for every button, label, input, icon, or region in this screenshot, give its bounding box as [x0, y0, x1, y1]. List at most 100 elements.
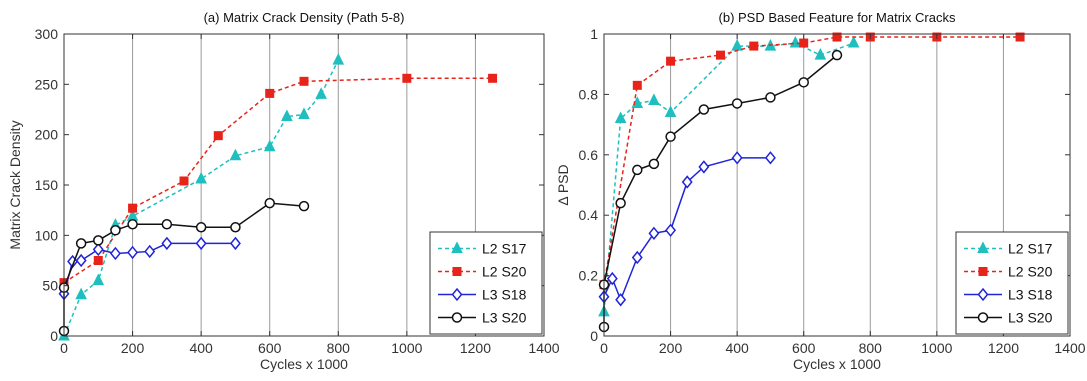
point-b-l2-s17-4	[664, 105, 677, 118]
series-b-l3-s18	[598, 151, 776, 307]
x-tick-label-a-0: 0	[60, 340, 68, 356]
point-a-l3-s20-7	[195, 222, 207, 233]
point-a-l2-s20-6	[299, 76, 309, 86]
y-tick-label-b-0: 0	[590, 328, 598, 344]
legend-label-b-l2-s17: L2 S17	[1008, 241, 1053, 257]
point-a-l3-s20-5	[127, 219, 138, 230]
point-b-l3-s20-7	[731, 98, 743, 109]
y-tick-label-a-0: 0	[50, 328, 58, 344]
point-b-l2-s20-9	[1015, 32, 1025, 42]
point-b-l2-s20-4	[749, 41, 759, 51]
ticks-a: 0 200 400 600 800 1000 1200 1400 0 50 100 150 200 250…	[35, 26, 560, 356]
point-b-l3-s20-6	[698, 104, 710, 115]
y-tick-label-b-0-8: 0.8	[579, 86, 599, 102]
y-tick-label-a-300: 300	[35, 26, 59, 42]
point-a-l3-s18-5	[127, 245, 139, 260]
point-b-l3-s18-7	[698, 160, 710, 174]
y-tick-label-b-0-6: 0.6	[579, 147, 599, 163]
x-axis-label-a: Cycles x 1000	[260, 356, 348, 372]
point-a-l2-s20-2	[128, 203, 138, 213]
legend-label-b-l3-s20: L3 S20	[1008, 310, 1053, 326]
legend-a: L2 S17 L2 S20 L3 S18 L3 S20	[429, 231, 543, 335]
point-b-l3-s18-1	[606, 271, 618, 286]
y-tick-label-a-150: 150	[35, 177, 59, 193]
y-axis-label-b: Δ PSD	[555, 164, 571, 205]
point-a-l3-s18-6	[144, 244, 156, 259]
point-b-l3-s20-9	[798, 77, 809, 88]
series-line-b-l3-s18	[603, 157, 771, 302]
x-tick-label-b-400: 400	[725, 340, 749, 356]
series-line-b-l2-s17	[603, 42, 854, 312]
legend-label-a-l2-s17: L2 S17	[482, 241, 527, 257]
panel-a: (a) Matrix Crack Density (Path 5-8) 0 200…	[7, 10, 560, 372]
x-tick-label-a-600: 600	[258, 340, 282, 356]
legend-marker-b-l3-s20	[977, 312, 989, 323]
point-b-l3-s20-4	[648, 158, 660, 170]
legend-marker-a-l2-s20	[452, 267, 462, 276]
point-b-l3-s18-2	[615, 293, 627, 307]
point-a-l3-s18-8	[195, 236, 207, 251]
point-a-l2-s17-2	[92, 273, 105, 286]
legend-entry-b-l3-s20: L3 S20	[964, 310, 1053, 326]
y-tick-label-b-1: 1	[590, 26, 598, 42]
legend-entry-a-l3-s20: L3 S20	[438, 310, 527, 326]
x-tick-label-a-200: 200	[121, 340, 145, 356]
panel-b: (b) PSD Based Feature for Matrix Cracks …	[555, 10, 1086, 372]
point-b-l2-s17-1	[614, 111, 627, 124]
point-a-l3-s20-4	[110, 225, 121, 236]
y-tick-label-b-0-2: 0.2	[579, 268, 599, 284]
x-tick-label-b-1000: 1000	[921, 340, 952, 356]
point-a-l2-s17-8	[281, 109, 293, 122]
legend-label-a-l3-s18: L3 S18	[482, 287, 527, 303]
point-a-l2-s17-11	[332, 53, 345, 65]
x-tick-label-b-600: 600	[792, 340, 816, 356]
chart-a-title: (a) Matrix Crack Density (Path 5-8)	[204, 10, 405, 25]
point-a-l3-s20-9	[264, 197, 275, 209]
ticks-b: 0 200 400 600 800 1000 1200 1400 0 0.2 0.4 0.6 0.8 1	[579, 26, 1086, 356]
x-tick-label-a-800: 800	[327, 340, 351, 356]
series-b-l2-s20	[599, 32, 1025, 290]
x-tick-label-a-1400: 1400	[528, 340, 559, 356]
y-tick-label-a-100: 100	[35, 227, 59, 243]
point-a-l3-s18-7	[161, 236, 173, 251]
point-b-l2-s20-2	[666, 56, 676, 66]
legend-marker-b-l2-s17	[977, 241, 989, 253]
point-a-l3-s20-10	[298, 200, 310, 212]
point-b-l3-s20-10	[831, 49, 843, 61]
point-b-l2-s20-3	[716, 50, 725, 60]
y-tick-label-a-50: 50	[42, 278, 58, 294]
point-b-l2-s20-1	[632, 80, 642, 90]
x-tick-label-b-0: 0	[600, 340, 608, 356]
point-b-l3-s18-6	[681, 175, 693, 189]
point-b-l3-s18-8	[731, 151, 743, 165]
y-tick-label-b-0-4: 0.4	[579, 207, 599, 223]
x-tick-label-b-200: 200	[659, 340, 683, 356]
point-a-l3-s20-3	[93, 235, 104, 246]
point-a-l2-s20-5	[265, 88, 275, 98]
x-tick-label-a-1000: 1000	[391, 340, 422, 356]
point-a-l3-s18-4	[109, 246, 121, 261]
point-a-l3-s20-6	[161, 219, 173, 230]
legend-entry-a-l2-s20: L2 S20	[438, 264, 527, 280]
y-axis-label-a: Matrix Crack Density	[7, 120, 23, 249]
point-a-l2-s20-8	[488, 73, 498, 83]
series-line-b-l2-s20	[603, 36, 1021, 285]
point-b-l2-s17-3	[648, 93, 660, 105]
y-tick-label-a-200: 200	[35, 127, 59, 143]
legend-entry-a-l2-s17: L2 S17	[438, 241, 527, 257]
x-tick-label-b-1400: 1400	[1054, 340, 1085, 356]
legend-marker-a-l2-s17	[451, 241, 463, 253]
x-tick-label-a-1200: 1200	[460, 340, 491, 356]
point-b-l2-s17-8	[814, 48, 827, 60]
legend-b: L2 S17 L2 S20 L3 S18 L3 S20	[955, 231, 1069, 335]
point-a-l2-s20-4	[213, 131, 223, 141]
point-a-l2-s20-1	[93, 256, 103, 265]
point-a-l2-s17-1	[75, 287, 87, 300]
point-b-l3-s18-9	[764, 151, 776, 165]
point-a-l3-s18-2	[75, 253, 87, 268]
point-b-l3-s20-2	[615, 197, 626, 209]
point-a-l2-s17-9	[298, 107, 310, 120]
x-tick-label-b-800: 800	[859, 340, 883, 356]
legend-marker-b-l2-s20	[978, 267, 988, 276]
